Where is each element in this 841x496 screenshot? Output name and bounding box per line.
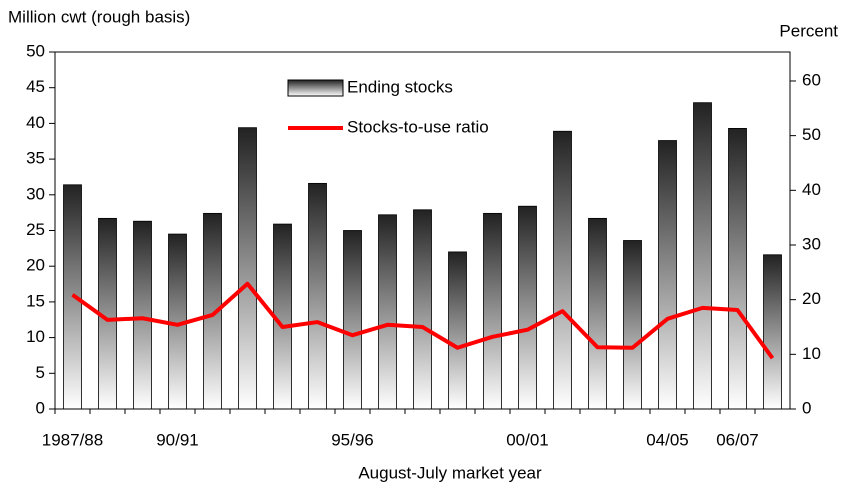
y-tick-label: 20 [26, 256, 45, 275]
y2-axis-title: Percent [779, 21, 838, 40]
bar [518, 205, 537, 410]
bar [448, 251, 467, 410]
bar [238, 127, 257, 410]
y-tick-label: 10 [26, 327, 45, 346]
y-tick-label: 25 [26, 220, 45, 239]
y-tick-label: 50 [26, 41, 45, 60]
y2-tick-label: 40 [802, 180, 821, 199]
x-tick-label: 04/05 [646, 430, 689, 449]
line [71, 281, 775, 360]
bar [763, 254, 782, 410]
bar [728, 127, 747, 410]
bar [553, 130, 572, 410]
x-tick-label: 00/01 [506, 430, 549, 449]
bar [693, 102, 712, 410]
legend-label: Ending stocks [347, 77, 453, 96]
y-tick-label: 40 [26, 113, 45, 132]
y-tick-label: 15 [26, 291, 45, 310]
y-tick-label: 45 [26, 77, 45, 96]
bar [308, 182, 327, 410]
x-tick-label: 95/96 [331, 430, 374, 449]
legend-label: Stocks-to-use ratio [347, 117, 489, 136]
bar [378, 214, 397, 410]
legend-swatch [287, 79, 344, 97]
bar [658, 140, 677, 410]
plot-frame [54, 51, 791, 410]
y2-tick-label: 20 [802, 289, 821, 308]
bar [413, 209, 432, 410]
y-tick-label: 0 [36, 398, 45, 417]
bar [483, 212, 502, 410]
x-axis-title: August-July market year [358, 463, 542, 482]
bar [588, 217, 607, 410]
bar [623, 240, 642, 410]
y2-tick-label: 50 [802, 125, 821, 144]
x-tick-label: 90/91 [156, 430, 199, 449]
y2-tick-label: 0 [802, 398, 811, 417]
y2-tick-label: 60 [802, 70, 821, 89]
y2-tick-label: 30 [802, 234, 821, 253]
y-tick-label: 35 [26, 149, 45, 168]
y2-tick-label: 10 [802, 344, 821, 363]
y-tick-label: 30 [26, 184, 45, 203]
x-tick-label: 1987/88 [42, 430, 103, 449]
y-tick-label: 5 [36, 363, 45, 382]
bar [133, 220, 152, 410]
y-axis-title: Million cwt (rough basis) [8, 7, 190, 26]
x-tick-label: 06/07 [716, 430, 759, 449]
bar [343, 230, 362, 410]
